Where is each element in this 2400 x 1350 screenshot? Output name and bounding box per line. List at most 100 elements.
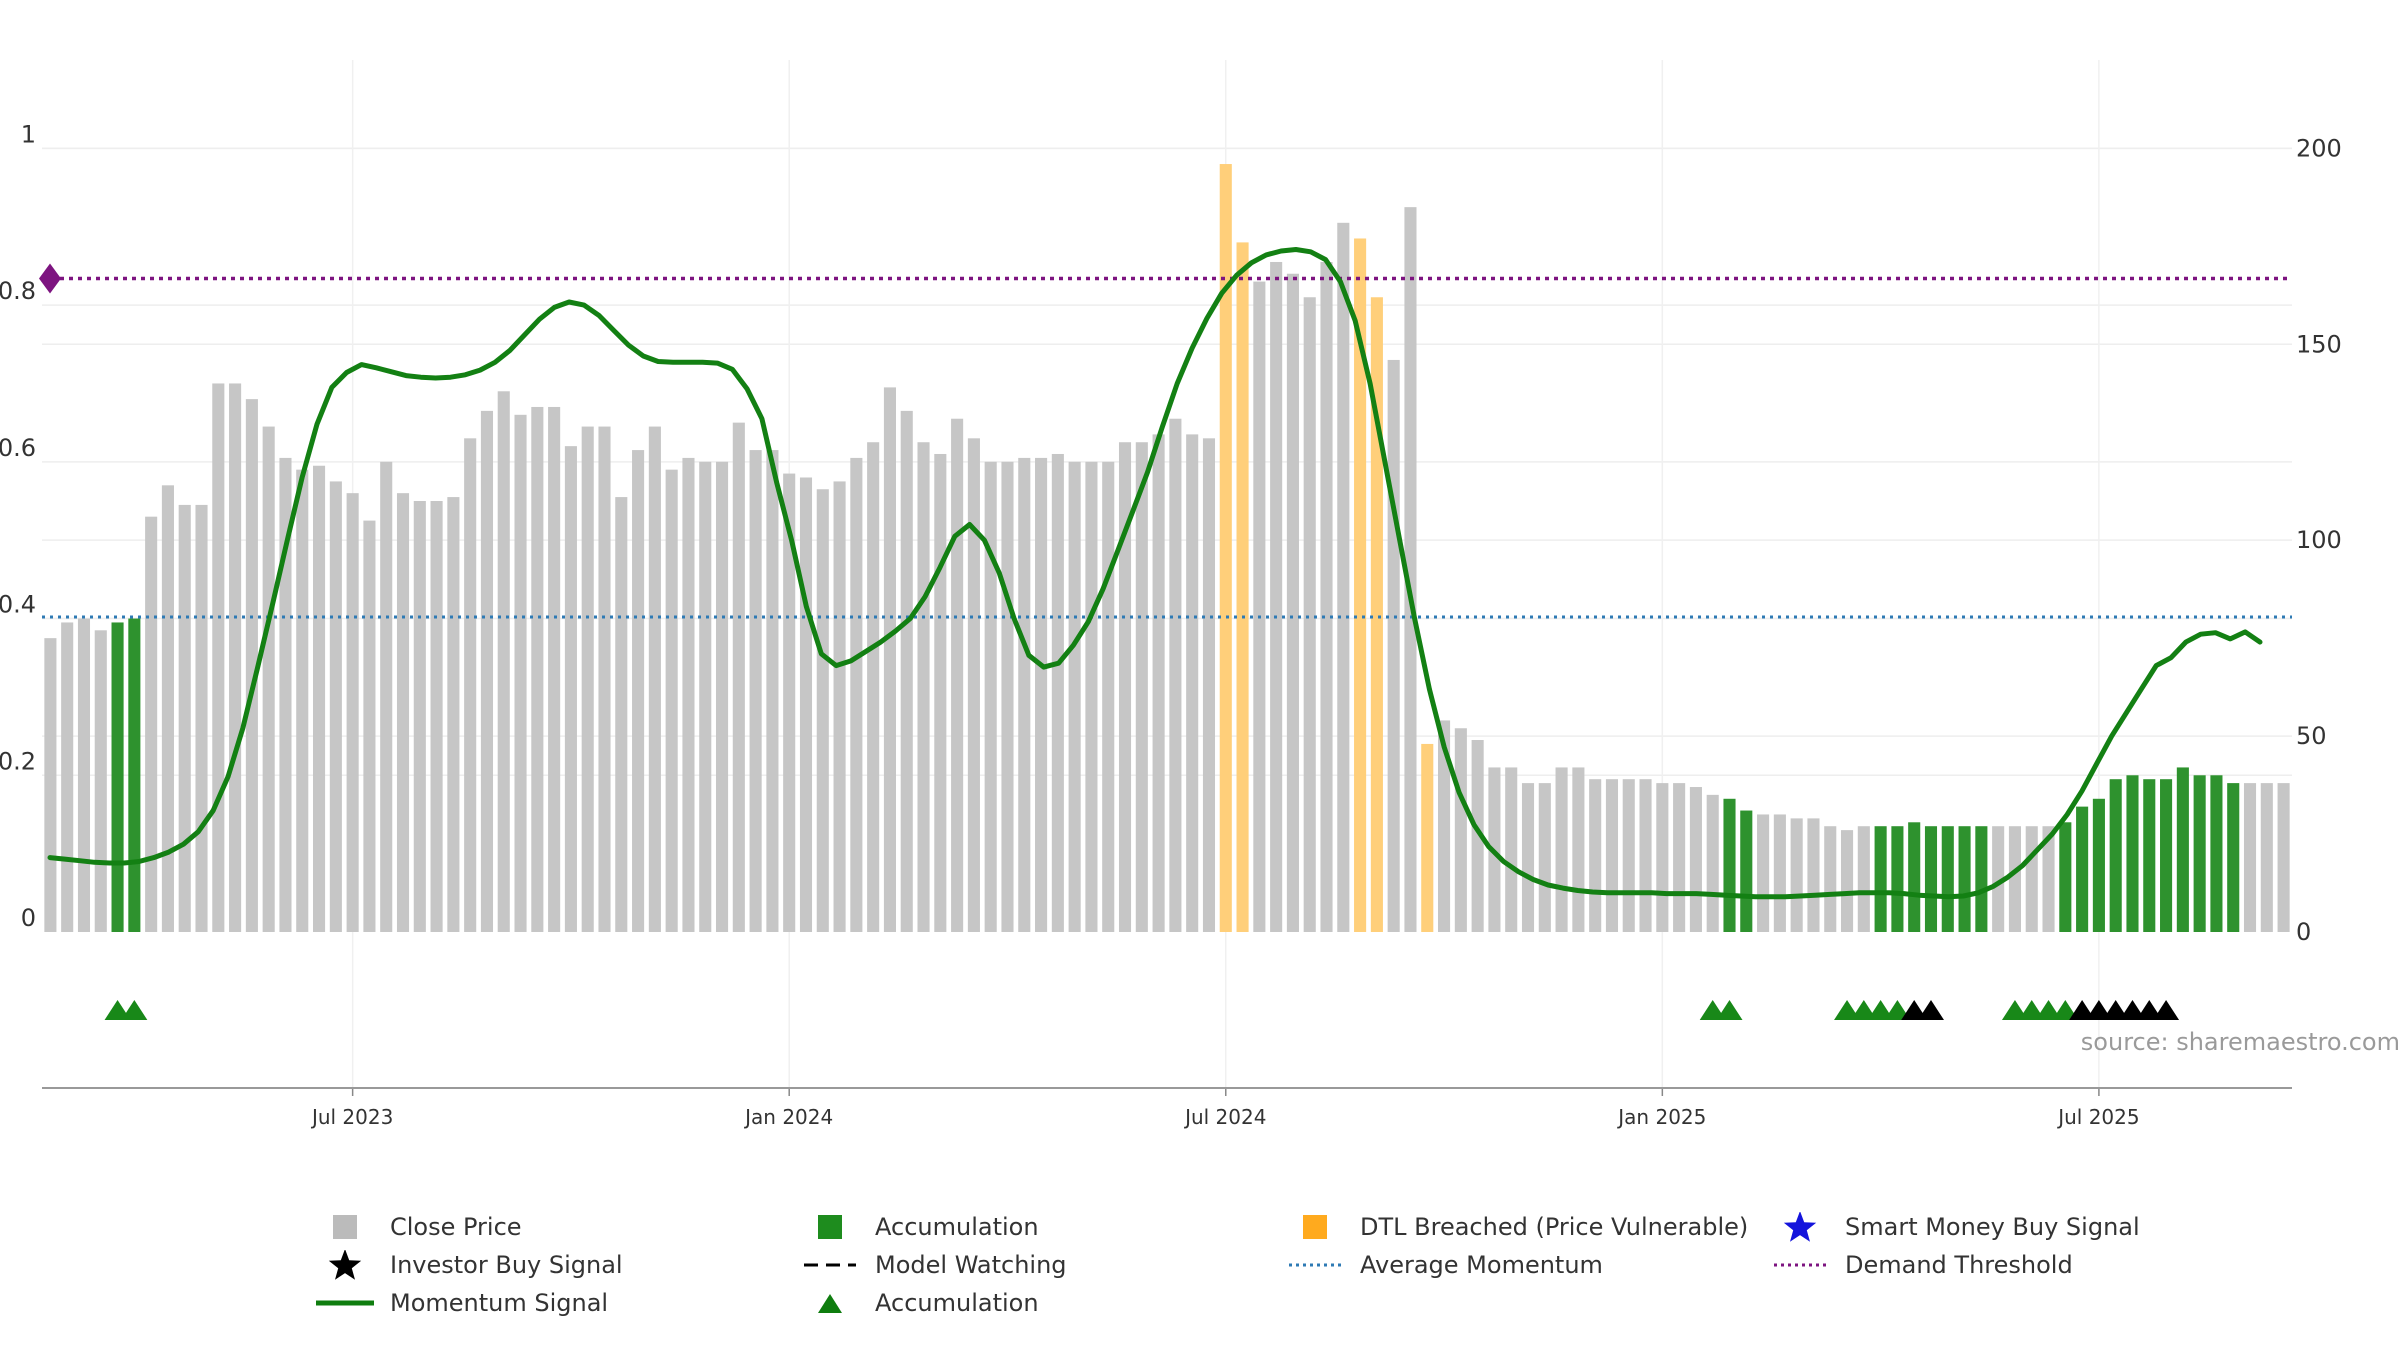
signal-markers: [104, 1000, 2180, 1020]
accumulation-bar: [2092, 798, 2105, 932]
close-price-bar: [77, 618, 91, 932]
accumulation-marker: [2035, 1000, 2062, 1020]
legend-item: Accumulation: [785, 1284, 1270, 1322]
close-price-bar: [1186, 434, 1199, 932]
x-tick-label: Jul 2023: [310, 1105, 393, 1129]
close-price-bar: [850, 457, 863, 932]
close-price-bar: [1102, 461, 1115, 932]
legend-label: Momentum Signal: [390, 1289, 609, 1317]
close-price-bar: [732, 422, 745, 932]
close-price-bar: [296, 469, 309, 932]
close-price-bar: [632, 450, 645, 932]
right-tick-label: 100: [2296, 526, 2342, 554]
star-icon: [300, 1250, 390, 1280]
investor-buy-marker: [2085, 1000, 2112, 1020]
close-price-bar: [1824, 826, 1837, 932]
close-price-bar: [1992, 826, 2005, 932]
demand-threshold-marker: [39, 263, 61, 294]
legend-label: Close Price: [390, 1213, 522, 1241]
legend-item: Investor Buy Signal: [300, 1246, 785, 1284]
accumulation-marker: [2018, 1000, 2045, 1020]
investor-buy-marker: [1901, 1000, 1928, 1020]
dash-icon: [785, 1250, 875, 1280]
close-price-bar: [715, 461, 729, 932]
close-price-bar: [480, 410, 494, 932]
close-price-bar: [1656, 783, 1669, 932]
legend-item: Smart Money Buy Signal: [1755, 1208, 2200, 1246]
right-tick-label: 150: [2296, 330, 2342, 358]
accumulation-marker: [1716, 1000, 1743, 1020]
close-price-bar: [245, 399, 258, 932]
close-price-bar: [2025, 826, 2038, 932]
close-price-bar: [447, 497, 460, 932]
legend-item: Close Price: [300, 1208, 785, 1246]
close-price-bar: [1572, 767, 1585, 932]
legend-item: Model Watching: [785, 1246, 1270, 1284]
close-price-bar: [1538, 783, 1551, 932]
close-price-bar: [1689, 787, 1702, 932]
close-price-bar: [2042, 826, 2055, 932]
close-price-bar: [1589, 779, 1602, 932]
legend-label: Model Watching: [875, 1251, 1067, 1279]
square-icon: [300, 1212, 390, 1242]
dtl-breached-bar: [1370, 297, 1383, 933]
investor-buy-marker: [2102, 1000, 2129, 1020]
accumulation-marker: [1699, 1000, 1726, 1020]
close-price-bar: [1035, 457, 1048, 932]
accumulation-bar: [2143, 779, 2156, 932]
accumulation-marker: [104, 1000, 131, 1020]
investor-buy-marker: [2153, 1000, 2180, 1020]
legend-label: Demand Threshold: [1845, 1251, 2073, 1279]
square-icon: [1270, 1212, 1360, 1242]
x-tick-label: Jan 2025: [1616, 1105, 1706, 1129]
legend-item: Average Momentum: [1270, 1246, 1755, 1284]
accumulation-bar: [2126, 775, 2139, 932]
legend-item: Momentum Signal: [300, 1284, 785, 1322]
close-price-bar: [598, 426, 611, 932]
close-price-bar: [749, 450, 762, 932]
accumulation-marker: [1834, 1000, 1861, 1020]
close-price-bar: [212, 383, 225, 932]
close-price-bar: [900, 410, 913, 932]
close-price-bar: [917, 442, 930, 932]
close-price-bar: [262, 426, 275, 932]
close-price-bar: [1118, 442, 1132, 932]
close-price-bar: [682, 457, 695, 932]
legend-item: Accumulation: [785, 1208, 1270, 1246]
source-label: source: sharemaestro.com: [2081, 1028, 2400, 1056]
accumulation-bar: [2227, 783, 2240, 932]
left-tick-label: 0.2: [0, 747, 36, 775]
close-price-bar: [1857, 826, 1870, 932]
accumulation-bar: [2210, 775, 2223, 932]
dtl-breached-bar: [1354, 238, 1367, 932]
close-price-bar: [61, 622, 74, 932]
close-price-bar: [413, 501, 426, 932]
close-price-bar: [548, 406, 561, 932]
grid-lines: [42, 60, 2292, 1088]
legend-label: Investor Buy Signal: [390, 1251, 623, 1279]
close-price-bar: [648, 426, 661, 932]
close-price-bar: [1253, 281, 1266, 933]
accumulation-bar: [1891, 826, 1904, 932]
close-price-bar: [514, 414, 527, 932]
close-price-bar: [329, 481, 342, 932]
close-price-bar: [766, 450, 779, 932]
axes: 0 0.2 0.4 0.6 0.8 1 0 50 100 150 200 Jul 2023 Jan 20…: [0, 120, 2342, 1129]
legend-label: Accumulation: [875, 1289, 1039, 1317]
close-price-bar: [1337, 222, 1350, 933]
accumulation-marker: [2001, 1000, 2028, 1020]
accumulation-marker: [1850, 1000, 1877, 1020]
legend-item: DTL Breached (Price Vulnerable): [1270, 1208, 1755, 1246]
accumulation-marker: [2052, 1000, 2079, 1020]
close-price-bar: [1807, 818, 1820, 932]
legend: Close Price Accumulation DTL Breached (Pri…: [300, 1208, 2200, 1328]
momentum-line: [47, 247, 2263, 900]
close-price-bar: [1757, 814, 1770, 932]
dtl-breached-bar: [1219, 164, 1232, 932]
close-price-bar: [1555, 767, 1568, 932]
close-price-bar: [581, 426, 594, 932]
close-price-bar: [1605, 779, 1619, 932]
close-price-bar: [1404, 207, 1417, 933]
legend-label: Average Momentum: [1360, 1251, 1603, 1279]
close-price-bar: [833, 481, 846, 932]
